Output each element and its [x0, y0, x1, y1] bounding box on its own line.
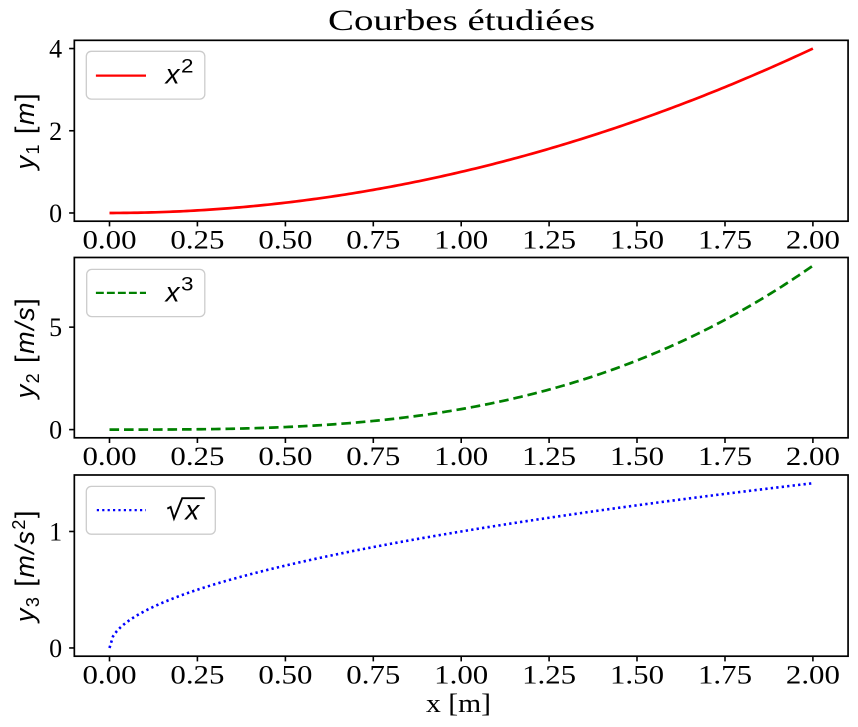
svg-text:5: 5 [49, 313, 62, 342]
svg-text:4: 4 [49, 35, 62, 64]
svg-text:1.75: 1.75 [698, 661, 752, 690]
svg-text:0.25: 0.25 [170, 442, 224, 471]
svg-text:2.00: 2.00 [786, 226, 840, 255]
svg-text:0: 0 [49, 199, 62, 228]
svg-text:Courbes étudiées: Courbes étudiées [328, 4, 595, 37]
svg-text:2: 2 [181, 56, 194, 77]
svg-text:1: 1 [49, 518, 62, 547]
svg-text:3: 3 [181, 275, 194, 296]
svg-text:1.50: 1.50 [610, 226, 664, 255]
svg-text:1.25: 1.25 [522, 661, 576, 690]
svg-text:x: x [164, 277, 181, 308]
svg-text:1.25: 1.25 [522, 226, 576, 255]
svg-text:0: 0 [49, 634, 62, 663]
svg-text:x: x [164, 58, 181, 89]
svg-text:y1 [m]: y1 [m] [10, 92, 43, 172]
svg-text:0.00: 0.00 [83, 226, 137, 255]
svg-text:y3 [m/s2]: y3 [m/s2] [9, 509, 43, 624]
svg-text:0.00: 0.00 [83, 661, 137, 690]
svg-text:1.00: 1.00 [434, 226, 488, 255]
svg-text:0.50: 0.50 [258, 661, 312, 690]
svg-text:1.75: 1.75 [698, 442, 752, 471]
svg-text:1.00: 1.00 [434, 442, 488, 471]
svg-text:0.25: 0.25 [170, 226, 224, 255]
svg-text:0: 0 [49, 416, 62, 445]
svg-text:0.75: 0.75 [346, 442, 400, 471]
svg-text:0.25: 0.25 [170, 661, 224, 690]
svg-text:1.25: 1.25 [522, 442, 576, 471]
svg-text:2: 2 [49, 117, 62, 146]
svg-text:0.75: 0.75 [346, 226, 400, 255]
svg-text:1.50: 1.50 [610, 661, 664, 690]
svg-text:1.75: 1.75 [698, 226, 752, 255]
svg-text:2.00: 2.00 [786, 442, 840, 471]
svg-text:0.50: 0.50 [258, 442, 312, 471]
svg-text:0.75: 0.75 [346, 661, 400, 690]
svg-text:x [m]: x [m] [426, 689, 491, 718]
svg-text:0.50: 0.50 [258, 226, 312, 255]
svg-text:2.00: 2.00 [786, 661, 840, 690]
svg-text:x: x [183, 494, 200, 525]
svg-text:1.50: 1.50 [610, 442, 664, 471]
svg-text:0.00: 0.00 [83, 442, 137, 471]
svg-text:y2 [m/s]: y2 [m/s] [10, 297, 43, 401]
svg-text:1.00: 1.00 [434, 661, 488, 690]
